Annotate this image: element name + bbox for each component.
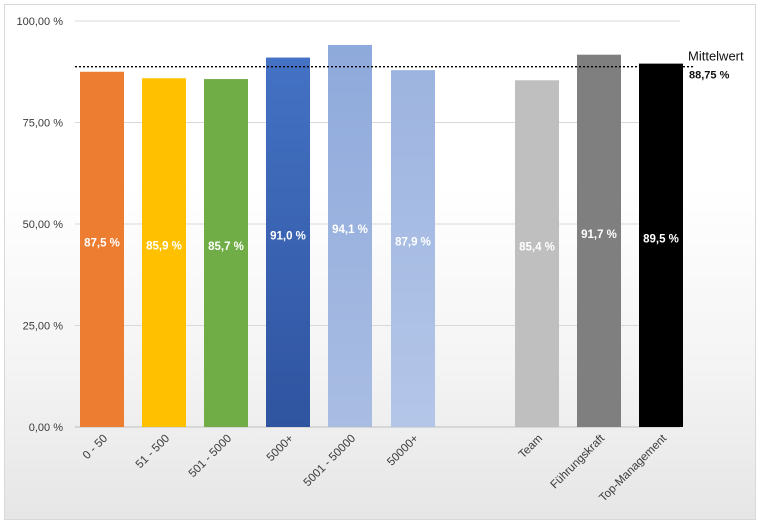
x-category-label: 5001 - 50000 — [302, 433, 358, 489]
bar-value-label: 89,5 % — [643, 233, 679, 245]
bar — [577, 54, 621, 427]
bar — [80, 71, 124, 427]
x-axis-category-labels: 0 - 50 51 - 500 501 - 5000 5000+ 5001 - 5000… — [81, 432, 670, 504]
bar — [639, 63, 683, 427]
bar-value-label: 85,7 % — [208, 241, 244, 253]
y-tick-label: 100,00 % — [17, 16, 64, 28]
chart-frame: 0,00 % 25,00 % 50,00 % 75,00 % 100,00 % 87,5… — [4, 4, 756, 520]
bar — [142, 78, 186, 427]
bar-value-label: 87,9 % — [395, 237, 431, 249]
x-category-label: 51 - 500 — [134, 433, 172, 471]
bar-chart: 0,00 % 25,00 % 50,00 % 75,00 % 100,00 % 87,5… — [17, 16, 744, 504]
x-category-label: 501 - 5000 — [187, 433, 234, 480]
mean-line-label: Mittelwert — [688, 49, 744, 64]
y-tick-label: 50,00 % — [23, 219, 64, 231]
x-category-label: Führungskraft — [548, 432, 607, 491]
y-tick-label: 25,00 % — [23, 321, 64, 333]
bar — [328, 44, 372, 427]
bar-value-label: 85,4 % — [519, 242, 555, 254]
y-axis-tick-labels: 0,00 % 25,00 % 50,00 % 75,00 % 100,00 % — [17, 16, 64, 434]
x-category-label: 5000+ — [265, 432, 297, 464]
bar — [515, 80, 559, 427]
y-tick-label: 0,00 % — [29, 422, 63, 434]
x-category-label: Top-Management — [597, 432, 669, 504]
y-tick-label: 75,00 % — [23, 118, 64, 130]
bar-value-label: 91,0 % — [270, 230, 306, 242]
bar-value-label: 85,9 % — [146, 241, 182, 253]
x-category-label: Team — [517, 433, 545, 461]
bar — [391, 70, 435, 427]
bars: 87,5 % 85,9 % 85,7 % 91,0 % 94,1 % 87,9 % 85,4… — [80, 44, 683, 428]
bar-value-label: 91,7 % — [581, 229, 617, 241]
mean-line-value: 88,75 % — [689, 70, 730, 82]
bar-value-label: 94,1 % — [332, 224, 368, 236]
x-category-label: 50000+ — [385, 432, 421, 468]
bar — [204, 79, 248, 428]
bar-value-label: 87,5 % — [84, 237, 120, 249]
mean-reference: Mittelwert 88,75 % — [75, 49, 744, 82]
bar — [266, 57, 310, 427]
x-category-label: 0 - 50 — [81, 433, 110, 462]
